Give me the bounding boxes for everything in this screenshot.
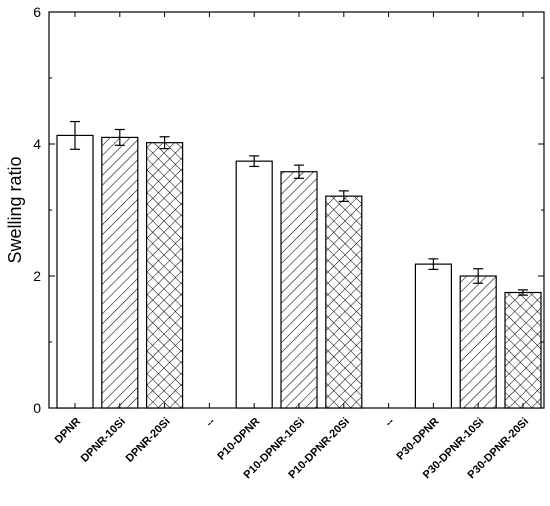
y-tick-label: 2 <box>33 268 41 284</box>
bar <box>280 171 318 409</box>
x-category-label: DPNR <box>53 416 84 447</box>
x-category-label: DPNR-20Si <box>124 416 173 465</box>
bar <box>146 142 184 409</box>
x-category-label: DPNR-10Si <box>79 416 128 465</box>
x-category-label: P30-DPNR <box>395 416 442 463</box>
bar <box>56 134 94 409</box>
x-category-label: P10-DPNR <box>215 416 262 463</box>
bar <box>101 136 139 409</box>
bar <box>325 195 363 409</box>
bar <box>414 263 452 409</box>
bar <box>459 275 497 409</box>
y-tick-label: 6 <box>33 4 41 20</box>
y-tick-label: 4 <box>33 136 41 152</box>
bars <box>56 120 542 409</box>
bar <box>235 160 273 409</box>
x-category-label: -- <box>204 415 218 429</box>
x-category-label: -- <box>383 415 397 429</box>
y-axis-title: Swelling ratio <box>5 156 25 263</box>
y-tick-label: 0 <box>33 400 41 416</box>
bar <box>504 291 542 409</box>
